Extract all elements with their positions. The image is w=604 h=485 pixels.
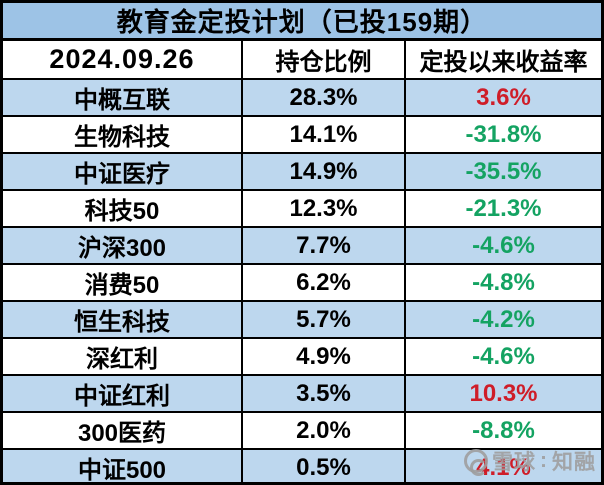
table-row: 生物科技 14.1% -31.8% — [3, 115, 601, 152]
weight-cell: 6.2% — [241, 265, 404, 300]
table-row: 恒生科技 5.7% -4.2% — [3, 300, 601, 337]
weight-cell: 12.3% — [241, 191, 404, 226]
fund-name-cell: 深红利 — [86, 346, 158, 373]
fund-name-cell: 科技50 — [84, 198, 160, 225]
return-cell: 4.1% — [404, 450, 601, 482]
weight-cell: 4.9% — [241, 339, 404, 374]
return-cell: -8.8% — [404, 413, 601, 448]
table-header: 2024.09.26 持仓比例 定投以来收益率 — [3, 38, 601, 78]
return-cell: -4.6% — [404, 228, 601, 263]
return-cell: -4.2% — [404, 302, 601, 337]
weight-cell: 28.3% — [241, 80, 404, 115]
return-cell: -21.3% — [404, 191, 601, 226]
return-cell: -35.5% — [404, 154, 601, 189]
fund-name-cell: 中概互联 — [74, 87, 170, 114]
header-date: 2024.09.26 — [49, 44, 195, 74]
return-cell: 3.6% — [404, 80, 601, 115]
return-cell: -31.8% — [404, 117, 601, 152]
table-row: 中概互联 28.3% 3.6% — [3, 78, 601, 115]
weight-cell: 14.9% — [241, 154, 404, 189]
table-row: 沪深300 7.7% -4.6% — [3, 226, 601, 263]
fund-name-cell: 中证500 — [77, 457, 167, 484]
weight-cell: 0.5% — [241, 450, 404, 482]
table-title: 教育金定投计划（已投159期） — [3, 3, 601, 38]
fund-name-cell: 生物科技 — [74, 124, 170, 151]
fund-name-cell: 300医药 — [77, 420, 167, 447]
fund-name-cell: 消费50 — [84, 272, 160, 299]
table-row: 中证红利 3.5% 10.3% — [3, 374, 601, 411]
table-row: 300医药 2.0% -8.8% — [3, 411, 601, 448]
fund-name-cell: 中证红利 — [74, 383, 170, 410]
table-row: 科技50 12.3% -21.3% — [3, 189, 601, 226]
fund-name-cell: 恒生科技 — [74, 309, 170, 336]
return-cell: -4.6% — [404, 339, 601, 374]
table-row: 中证500 0.5% 4.1% — [3, 448, 601, 484]
fund-name-cell: 中证医疗 — [74, 161, 170, 188]
weight-cell: 7.7% — [241, 228, 404, 263]
weight-cell: 5.7% — [241, 302, 404, 337]
fund-name-cell: 沪深300 — [77, 235, 167, 262]
weight-cell: 3.5% — [241, 376, 404, 411]
table-row: 中证医疗 14.9% -35.5% — [3, 152, 601, 189]
table-row: 消费50 6.2% -4.8% — [3, 263, 601, 300]
return-cell: -4.8% — [404, 265, 601, 300]
weight-cell: 2.0% — [241, 413, 404, 448]
header-return: 定投以来收益率 — [404, 41, 601, 78]
table-body: 中概互联 28.3% 3.6% 生物科技 14.1% -31.8% 中证医疗 1… — [3, 78, 601, 484]
return-cell: 10.3% — [404, 376, 601, 411]
header-weight: 持仓比例 — [241, 41, 404, 78]
weight-cell: 14.1% — [241, 117, 404, 152]
table-row: 深红利 4.9% -4.6% — [3, 337, 601, 374]
